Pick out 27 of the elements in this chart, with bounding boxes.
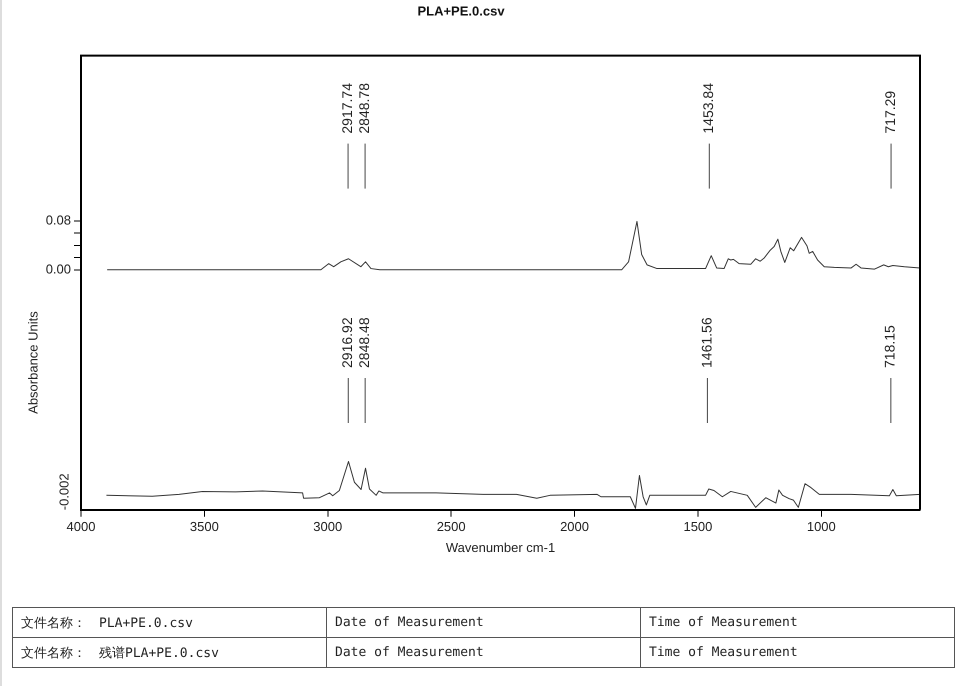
y-tick-label: 0.08: [46, 212, 71, 228]
x-tick-label: 1000: [806, 519, 836, 534]
y-axis-title: Absorbance Units: [26, 310, 41, 414]
x-tick-label: 2000: [560, 519, 589, 534]
text: Date of Measurement: [326, 608, 640, 638]
ref-line-label: 2916.92: [339, 317, 356, 368]
text: 文件名称： 残谱PLA+PE.0.csv: [12, 638, 326, 668]
x-tick-label: 4000: [66, 519, 96, 534]
chart-title: PLA+PE.0.csv: [417, 3, 506, 18]
ref-line-label: 718.15: [882, 324, 898, 368]
text: Time of Measurement: [640, 638, 954, 668]
text: Date of Measurement: [326, 638, 640, 668]
ref-line-label: 717.29: [882, 90, 898, 134]
ref-line-label: 2917.74: [338, 82, 355, 134]
text: -0.002: [56, 473, 72, 510]
ref-line-label: 1461.56: [698, 317, 714, 368]
ref-line-label: 2848.78: [356, 82, 372, 134]
x-axis-title: Wavenumber cm-1: [446, 540, 556, 555]
x-tick-label: 1500: [683, 519, 712, 534]
y-tick-label: 0.00: [46, 261, 71, 276]
x-tick-label: 3000: [313, 519, 342, 534]
ref-line-label: 1453.84: [700, 82, 716, 134]
text: Time of Measurement: [640, 608, 954, 638]
x-tick-label: 2500: [436, 519, 466, 534]
text: 文件名称： PLA+PE.0.csv: [12, 608, 326, 638]
ref-line-label: 2848.48: [356, 317, 372, 368]
x-tick-label: 3500: [190, 519, 219, 534]
